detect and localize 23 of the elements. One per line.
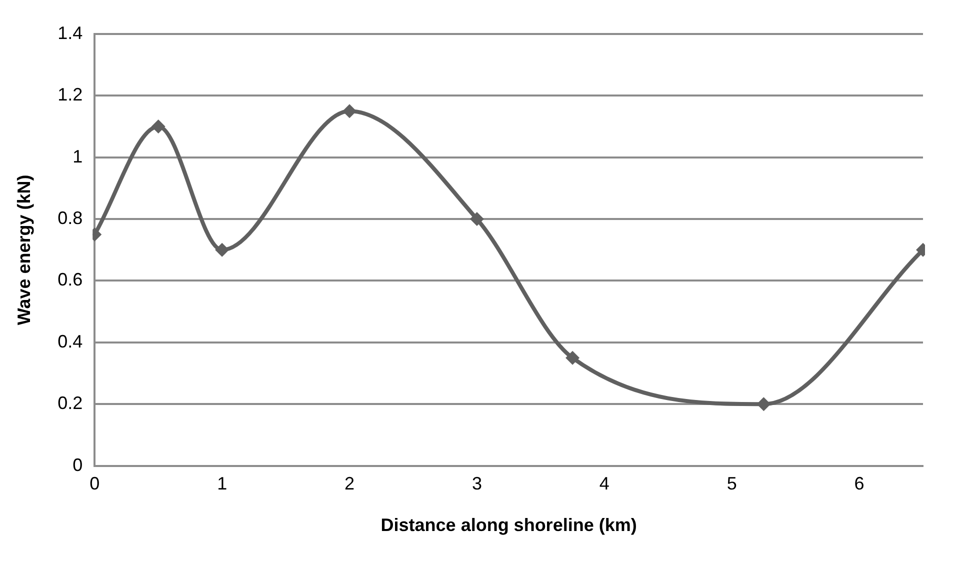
y-tick-label: 0.4 bbox=[58, 331, 83, 352]
point bbox=[566, 350, 580, 365]
point bbox=[342, 104, 357, 118]
x-tick-label: 5 bbox=[726, 474, 737, 494]
x-tick-label: 6 bbox=[854, 474, 864, 494]
point bbox=[756, 397, 771, 412]
y-tick-label: 1 bbox=[72, 146, 83, 166]
x-tick-label: 4 bbox=[599, 474, 610, 494]
y-tick-label: 1.2 bbox=[58, 84, 83, 105]
y-axis-title: Wave energy (kN) bbox=[14, 174, 34, 326]
x-tick-label: 3 bbox=[472, 474, 482, 494]
x-tick-label: 0 bbox=[90, 474, 100, 494]
point bbox=[151, 120, 166, 134]
y-tick-label: 0.6 bbox=[58, 270, 83, 290]
y-tick-label: 0.2 bbox=[58, 393, 83, 414]
point bbox=[215, 242, 230, 257]
y-tick-label: 1.4 bbox=[58, 22, 83, 43]
x-tick-label: 2 bbox=[344, 474, 355, 494]
point bbox=[470, 212, 484, 226]
x-axis-title: Distance along shoreline (km) bbox=[380, 515, 637, 536]
y-tick-label: 0 bbox=[72, 454, 83, 475]
x-tick-label: 1 bbox=[217, 474, 228, 494]
y-tick-label: 0.8 bbox=[58, 208, 83, 228]
